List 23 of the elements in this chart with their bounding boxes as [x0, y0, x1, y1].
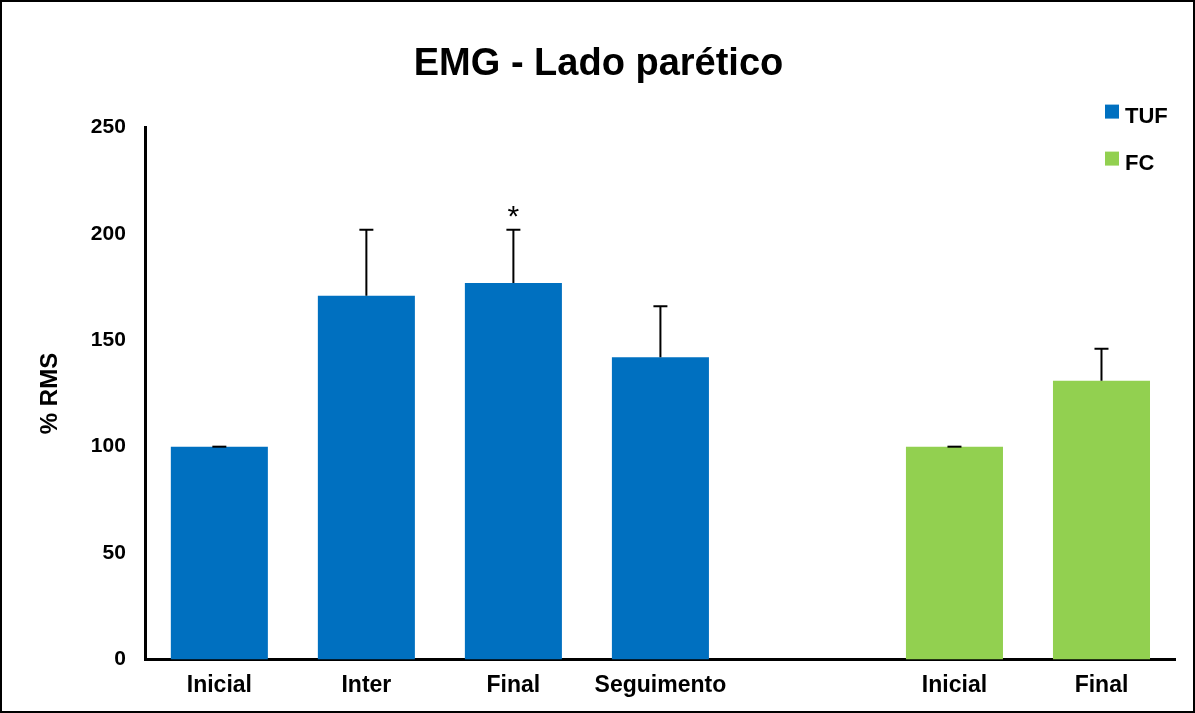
bar [317, 295, 415, 660]
y-tick-label: 150 [90, 327, 126, 351]
y-tick-label: 200 [90, 220, 126, 244]
x-tick-label: Final [486, 670, 541, 697]
y-tick-label: 100 [90, 433, 126, 457]
annotation: * [507, 199, 520, 233]
x-tick-label: Inicial [921, 670, 988, 697]
x-tick-label: Inter [341, 670, 392, 697]
y-axis-title: % RMS [35, 352, 63, 435]
bar [611, 357, 709, 660]
chart-title: EMG - Lado parético [413, 41, 784, 84]
y-tick-label: 0 [114, 646, 126, 670]
y-tick-label: 50 [102, 539, 126, 563]
legend-label: FC [1125, 149, 1155, 175]
x-tick-label: Final [1074, 670, 1129, 697]
y-tick-label: 250 [90, 114, 126, 138]
x-tick-label: Seguimento [594, 670, 727, 697]
bar [1052, 380, 1151, 660]
bar [905, 446, 1003, 660]
bar [170, 446, 268, 660]
bar [464, 282, 562, 660]
legend-label: TUF [1125, 102, 1168, 128]
x-tick-label: Inicial [186, 670, 252, 697]
